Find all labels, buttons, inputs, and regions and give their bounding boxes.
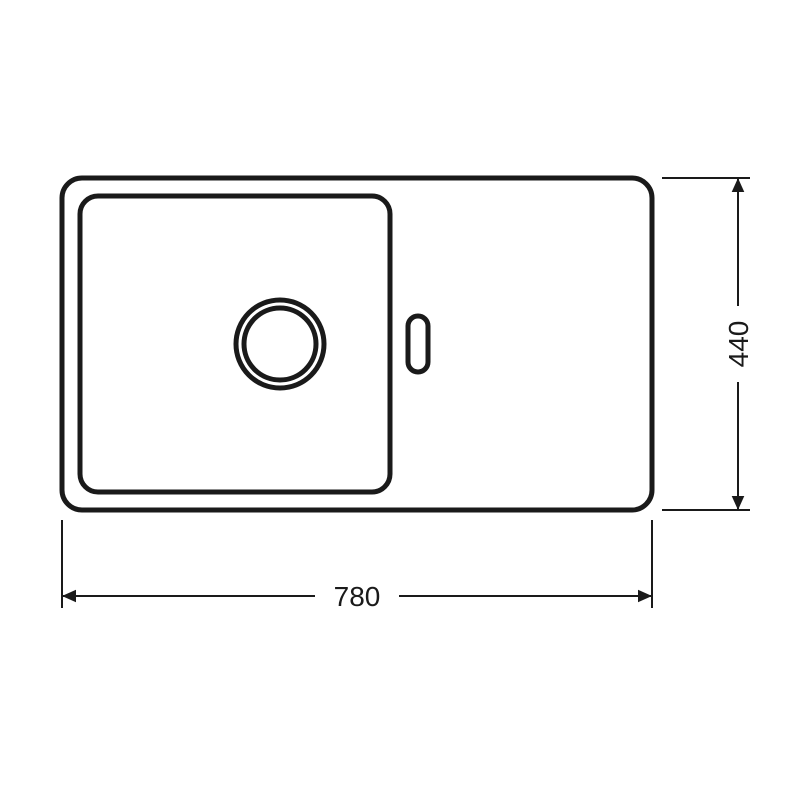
drain-inner-circle — [244, 308, 316, 380]
oblong-hole — [408, 316, 428, 372]
width-arrow-left — [62, 590, 76, 603]
height-dimension-label: 440 — [723, 321, 754, 368]
sink-technical-drawing: 780 440 — [0, 0, 800, 800]
height-arrow-top — [732, 178, 745, 192]
outer-sink-rect — [62, 178, 652, 510]
width-arrow-right — [638, 590, 652, 603]
width-dimension-label: 780 — [334, 581, 381, 612]
height-arrow-bottom — [732, 496, 745, 510]
drain-outer-circle — [236, 300, 324, 388]
